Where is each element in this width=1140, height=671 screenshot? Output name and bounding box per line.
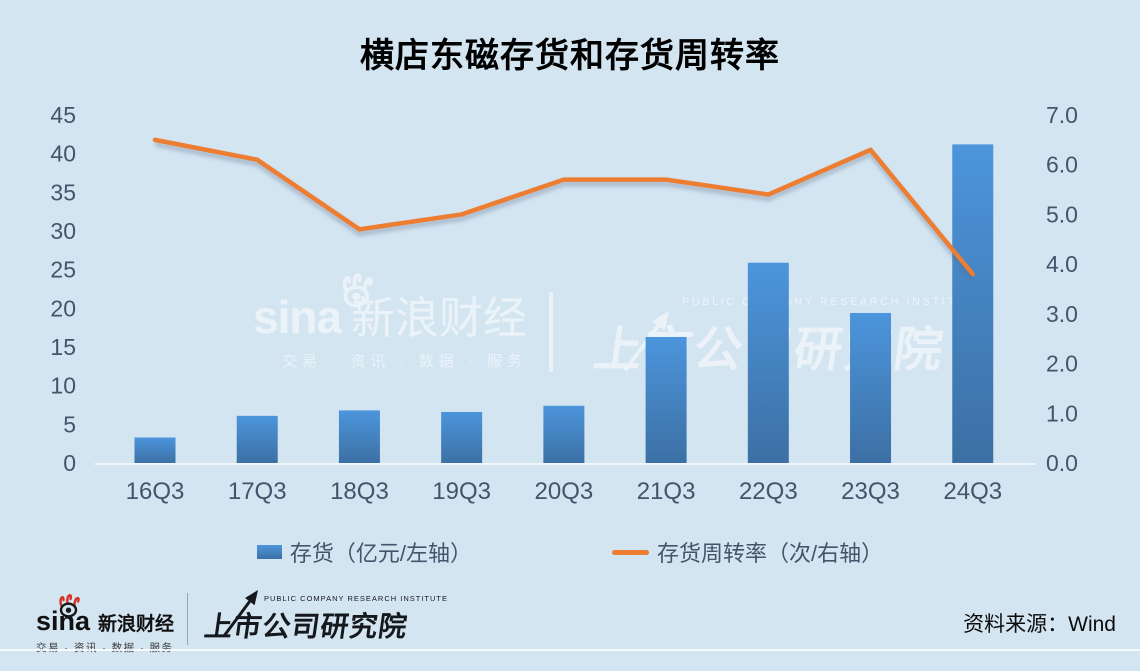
x-axis-label-17Q3: 17Q3 <box>228 478 287 505</box>
footer-sina-logo: sina 新浪财经 交易 · 资讯 · 数据 · 服务 <box>36 590 174 655</box>
right-axis-tick-5.0: 5.0 <box>1046 201 1078 227</box>
right-axis-tick-4.0: 4.0 <box>1046 251 1078 277</box>
chart-legend: 存货（亿元/左轴） 存货周转率（次/右轴） <box>0 536 1140 568</box>
legend-line-label: 存货周转率（次/右轴） <box>657 541 884 566</box>
left-axis-tick-25: 25 <box>50 257 76 283</box>
watermark-sina-tagline: 交易 · 资讯 · 数据 · 服务 <box>282 353 528 370</box>
legend-bar-label: 存货（亿元/左轴） <box>289 541 472 566</box>
left-axis-tick-5: 5 <box>63 411 76 437</box>
watermark-sina-logo: sina 新浪财经 交易 · 资讯 · 数据 · 服务 <box>253 273 528 371</box>
left-axis-tick-30: 30 <box>50 218 76 244</box>
bar-22Q3 <box>747 262 789 463</box>
legend-item-turnover: 存货周转率（次/右轴） <box>612 536 883 568</box>
right-axis-tick-2.0: 2.0 <box>1046 351 1078 377</box>
x-axis-label-20Q3: 20Q3 <box>535 478 594 505</box>
left-axis-tick-40: 40 <box>50 141 76 167</box>
right-axis-tick-0.0: 0.0 <box>1046 450 1078 476</box>
combo-chart: 0 5 10 15 20 25 30 35 40 45 0.0 1.0 2.0 3.0 4.0 5.0 6.0 7… <box>50 102 1078 505</box>
footer-institute-en: PUBLIC COMPANY RESEARCH INSTITUTE <box>264 594 448 603</box>
legend-bar-swatch <box>256 545 282 559</box>
right-axis-tick-7.0: 7.0 <box>1046 102 1078 128</box>
turnover-line-shadow <box>154 141 975 280</box>
left-axis-tick-45: 45 <box>50 102 76 128</box>
bar-21Q3 <box>645 336 687 463</box>
watermark-arrow-icon <box>623 311 669 372</box>
bar-16Q3 <box>134 437 176 463</box>
x-axis-label-24Q3: 24Q3 <box>943 478 1002 505</box>
watermark-sina-name: 新浪财经 <box>351 294 528 343</box>
bar-24Q3 <box>952 144 994 464</box>
footer-institute-logo: PUBLIC COMPANY RESEARCH INSTITUTE 上市公司研究… <box>202 590 448 645</box>
left-axis-tick-15: 15 <box>50 334 76 360</box>
watermark-divider <box>549 292 553 372</box>
left-axis-tick-20: 20 <box>50 295 76 321</box>
footer-sina-name: 新浪财经 <box>98 614 175 635</box>
x-axis-label-21Q3: 21Q3 <box>637 478 696 505</box>
right-axis-tick-3.0: 3.0 <box>1046 301 1078 327</box>
bar-19Q3 <box>441 411 483 463</box>
left-axis-tick-0: 0 <box>63 450 76 476</box>
footer-bottom-line <box>0 649 1140 651</box>
footer-sina-text: sina <box>36 606 91 636</box>
legend-item-inventory: 存货（亿元/左轴） <box>256 536 472 568</box>
right-axis-tick-6.0: 6.0 <box>1046 152 1078 178</box>
right-axis-tick-1.0: 1.0 <box>1046 400 1078 426</box>
bar-23Q3 <box>850 312 892 463</box>
bar-17Q3 <box>236 415 278 463</box>
left-axis-tick-10: 10 <box>50 373 76 399</box>
footer-divider <box>187 593 188 645</box>
chart-title: 横店东磁存货和存货周转率 <box>360 37 780 75</box>
sina-eye-icon <box>59 594 80 618</box>
bar-18Q3 <box>338 410 380 463</box>
x-axis-label-22Q3: 22Q3 <box>739 478 798 505</box>
data-source: 资料来源：Wind <box>963 613 1116 636</box>
footer: sina 新浪财经 交易 · 资讯 · 数据 · 服务 PUBLIC COMPA… <box>0 584 1140 671</box>
left-axis-tick-35: 35 <box>50 179 76 205</box>
bar-20Q3 <box>543 405 585 463</box>
sina-eye-icon <box>342 273 373 308</box>
watermark-sina-text: sina <box>253 291 342 343</box>
institute-arrow-icon <box>222 590 258 637</box>
turnover-line <box>152 137 976 277</box>
x-axis-label-19Q3: 19Q3 <box>432 478 491 505</box>
x-axis-label-16Q3: 16Q3 <box>126 478 185 505</box>
x-axis-label-18Q3: 18Q3 <box>330 478 389 505</box>
legend-line-swatch <box>612 549 649 555</box>
x-axis-label-23Q3: 23Q3 <box>841 478 900 505</box>
footer-sina-tagline: 交易 · 资讯 · 数据 · 服务 <box>36 642 174 654</box>
